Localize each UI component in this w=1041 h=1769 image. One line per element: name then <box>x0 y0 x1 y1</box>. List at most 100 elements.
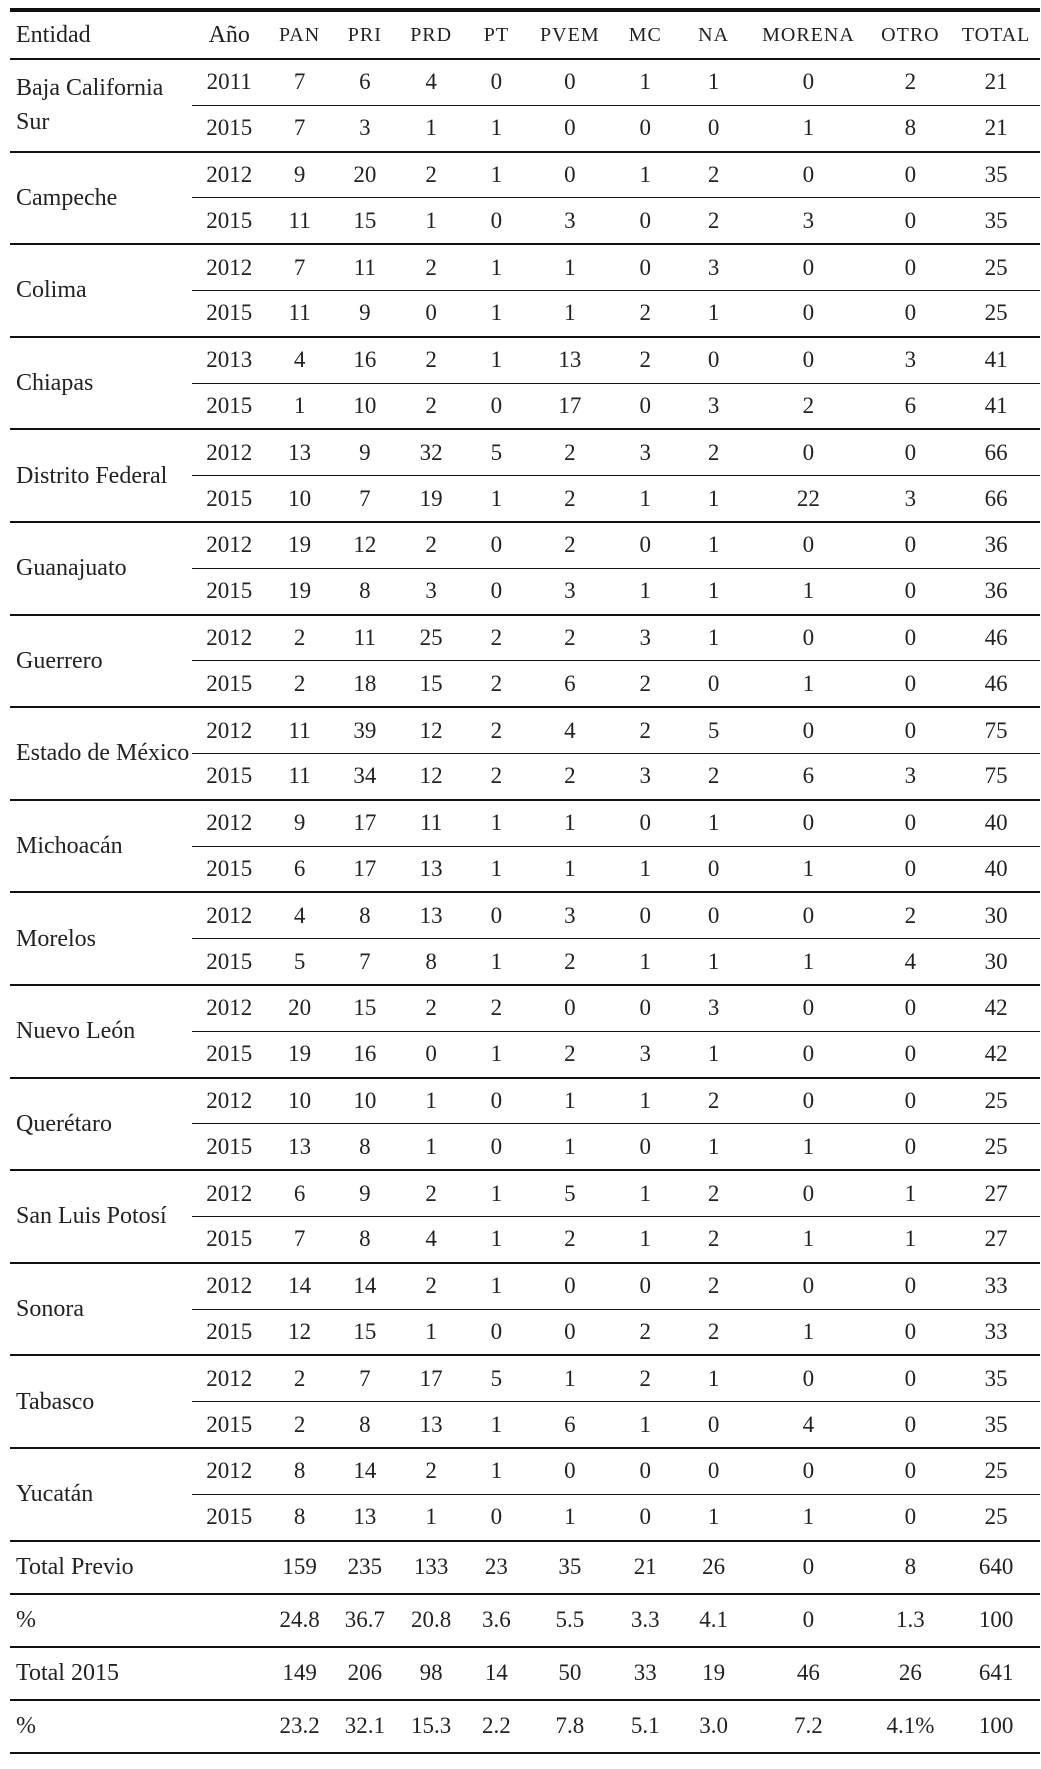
column-header: TOTAL <box>952 8 1040 60</box>
data-row: Colima 2012 7 11 2 1 1 0 3 0 0 25 <box>10 243 1040 337</box>
cell: 13 <box>266 428 333 476</box>
cell: 1 <box>748 1493 869 1541</box>
cell: 6 <box>748 752 869 800</box>
cell: 40 <box>952 798 1040 847</box>
cell: 0 <box>528 1261 612 1310</box>
cell: 0 <box>464 520 529 569</box>
cell: 1 <box>611 1169 679 1217</box>
data-row: Chiapas 2013 4 16 2 1 13 2 0 0 3 41 <box>10 335 1040 430</box>
cell: 1 <box>748 1308 869 1356</box>
year: 2012 <box>191 1076 267 1124</box>
cell: 7 <box>266 243 333 291</box>
cell: 25 <box>952 1123 1040 1171</box>
cell: 1 <box>464 150 529 198</box>
empty-cell <box>191 1592 267 1647</box>
header-row: Entidad Año PAN PRI PRD PT PVEM MC NA MORENA OTRO T… <box>10 8 1040 60</box>
cell: 13 <box>397 891 465 939</box>
data-row: Guanajuato 2012 19 12 2 0 2 0 1 0 0 36 <box>10 520 1040 615</box>
cell: 0 <box>397 1030 465 1078</box>
cell: 3 <box>868 335 953 384</box>
cell: 3 <box>611 1030 679 1078</box>
cell: 2 <box>528 1030 612 1078</box>
cell: 14 <box>332 1261 398 1310</box>
cell: 5 <box>464 1354 529 1402</box>
cell: 35 <box>952 1401 1040 1448</box>
cell: 2 <box>611 1354 679 1402</box>
cell: 1 <box>528 798 612 847</box>
cell: 75 <box>952 706 1040 754</box>
cell: 11 <box>266 706 333 754</box>
year: 2015 <box>191 845 267 893</box>
data-row: 2015 7 3 1 1 0 0 0 1 8 21 <box>10 104 1040 152</box>
cell: 34 <box>332 752 398 800</box>
cell: 5.1 <box>611 1698 679 1754</box>
cell: 1 <box>611 1401 679 1448</box>
cell: 4 <box>397 57 465 106</box>
cell: 1 <box>266 382 333 430</box>
cell: 19 <box>266 1030 333 1078</box>
cell: 9 <box>332 289 398 337</box>
cell: 2 <box>397 150 465 198</box>
cell: 0 <box>464 197 529 245</box>
cell: 39 <box>332 706 398 754</box>
cell: 641 <box>952 1645 1040 1700</box>
year: 2012 <box>191 428 267 476</box>
column-header: PAN <box>266 8 333 60</box>
column-header: Entidad <box>10 8 192 60</box>
cell: 0 <box>748 57 869 106</box>
cell: 1 <box>397 1493 465 1541</box>
cell: 3.3 <box>611 1592 679 1647</box>
cell: 235 <box>332 1539 398 1594</box>
cell: 0 <box>868 428 953 476</box>
cell: 2 <box>678 150 749 198</box>
cell: 1 <box>528 1123 612 1171</box>
cell: 19 <box>397 475 465 522</box>
cell: 21 <box>611 1539 679 1594</box>
cell: 0 <box>678 845 749 893</box>
cell: 9 <box>332 428 398 476</box>
cell: 5 <box>678 706 749 754</box>
cell: 0 <box>528 1308 612 1356</box>
cell: 0 <box>868 1261 953 1310</box>
cell: 1 <box>528 289 612 337</box>
cell: 1 <box>611 567 679 615</box>
cell: 0 <box>868 613 953 661</box>
cell: 1 <box>678 798 749 847</box>
data-row: 2015 7 8 4 1 2 1 2 1 1 27 <box>10 1215 1040 1263</box>
cell: 0 <box>748 891 869 939</box>
cell: 1 <box>748 938 869 985</box>
cell: 3 <box>678 382 749 430</box>
cell: 5 <box>464 428 529 476</box>
cell: 1 <box>464 104 529 152</box>
cell: 6 <box>266 845 333 893</box>
cell: 1 <box>611 57 679 106</box>
cell: 0 <box>868 1076 953 1124</box>
cell: 1.3 <box>868 1592 953 1647</box>
cell: 2 <box>397 382 465 430</box>
cell: 0 <box>464 891 529 939</box>
cell: 0 <box>868 1354 953 1402</box>
empty-cell <box>191 1539 267 1594</box>
cell: 0 <box>678 1401 749 1448</box>
cell: 4 <box>528 706 612 754</box>
cell: 1 <box>678 520 749 569</box>
cell: 206 <box>332 1645 398 1700</box>
cell: 1 <box>528 1076 612 1124</box>
data-row: Estado de México 2012 11 39 12 2 4 2 5 0 0 75 <box>10 706 1040 800</box>
cell: 40 <box>952 845 1040 893</box>
cell: 0 <box>748 428 869 476</box>
cell: 2 <box>678 197 749 245</box>
cell: 0 <box>868 1493 953 1541</box>
cell: 0 <box>611 798 679 847</box>
cell: 2 <box>678 428 749 476</box>
cell: 0 <box>748 1261 869 1310</box>
cell: 0 <box>748 335 869 384</box>
year: 2012 <box>191 706 267 754</box>
total-label: % <box>10 1592 192 1647</box>
cell: 1 <box>748 660 869 708</box>
year: 2015 <box>191 567 267 615</box>
cell: 11 <box>266 289 333 337</box>
cell: 7 <box>332 1354 398 1402</box>
cell: 7 <box>332 475 398 522</box>
data-row: Guerrero 2012 2 11 25 2 2 3 1 0 0 46 <box>10 613 1040 708</box>
